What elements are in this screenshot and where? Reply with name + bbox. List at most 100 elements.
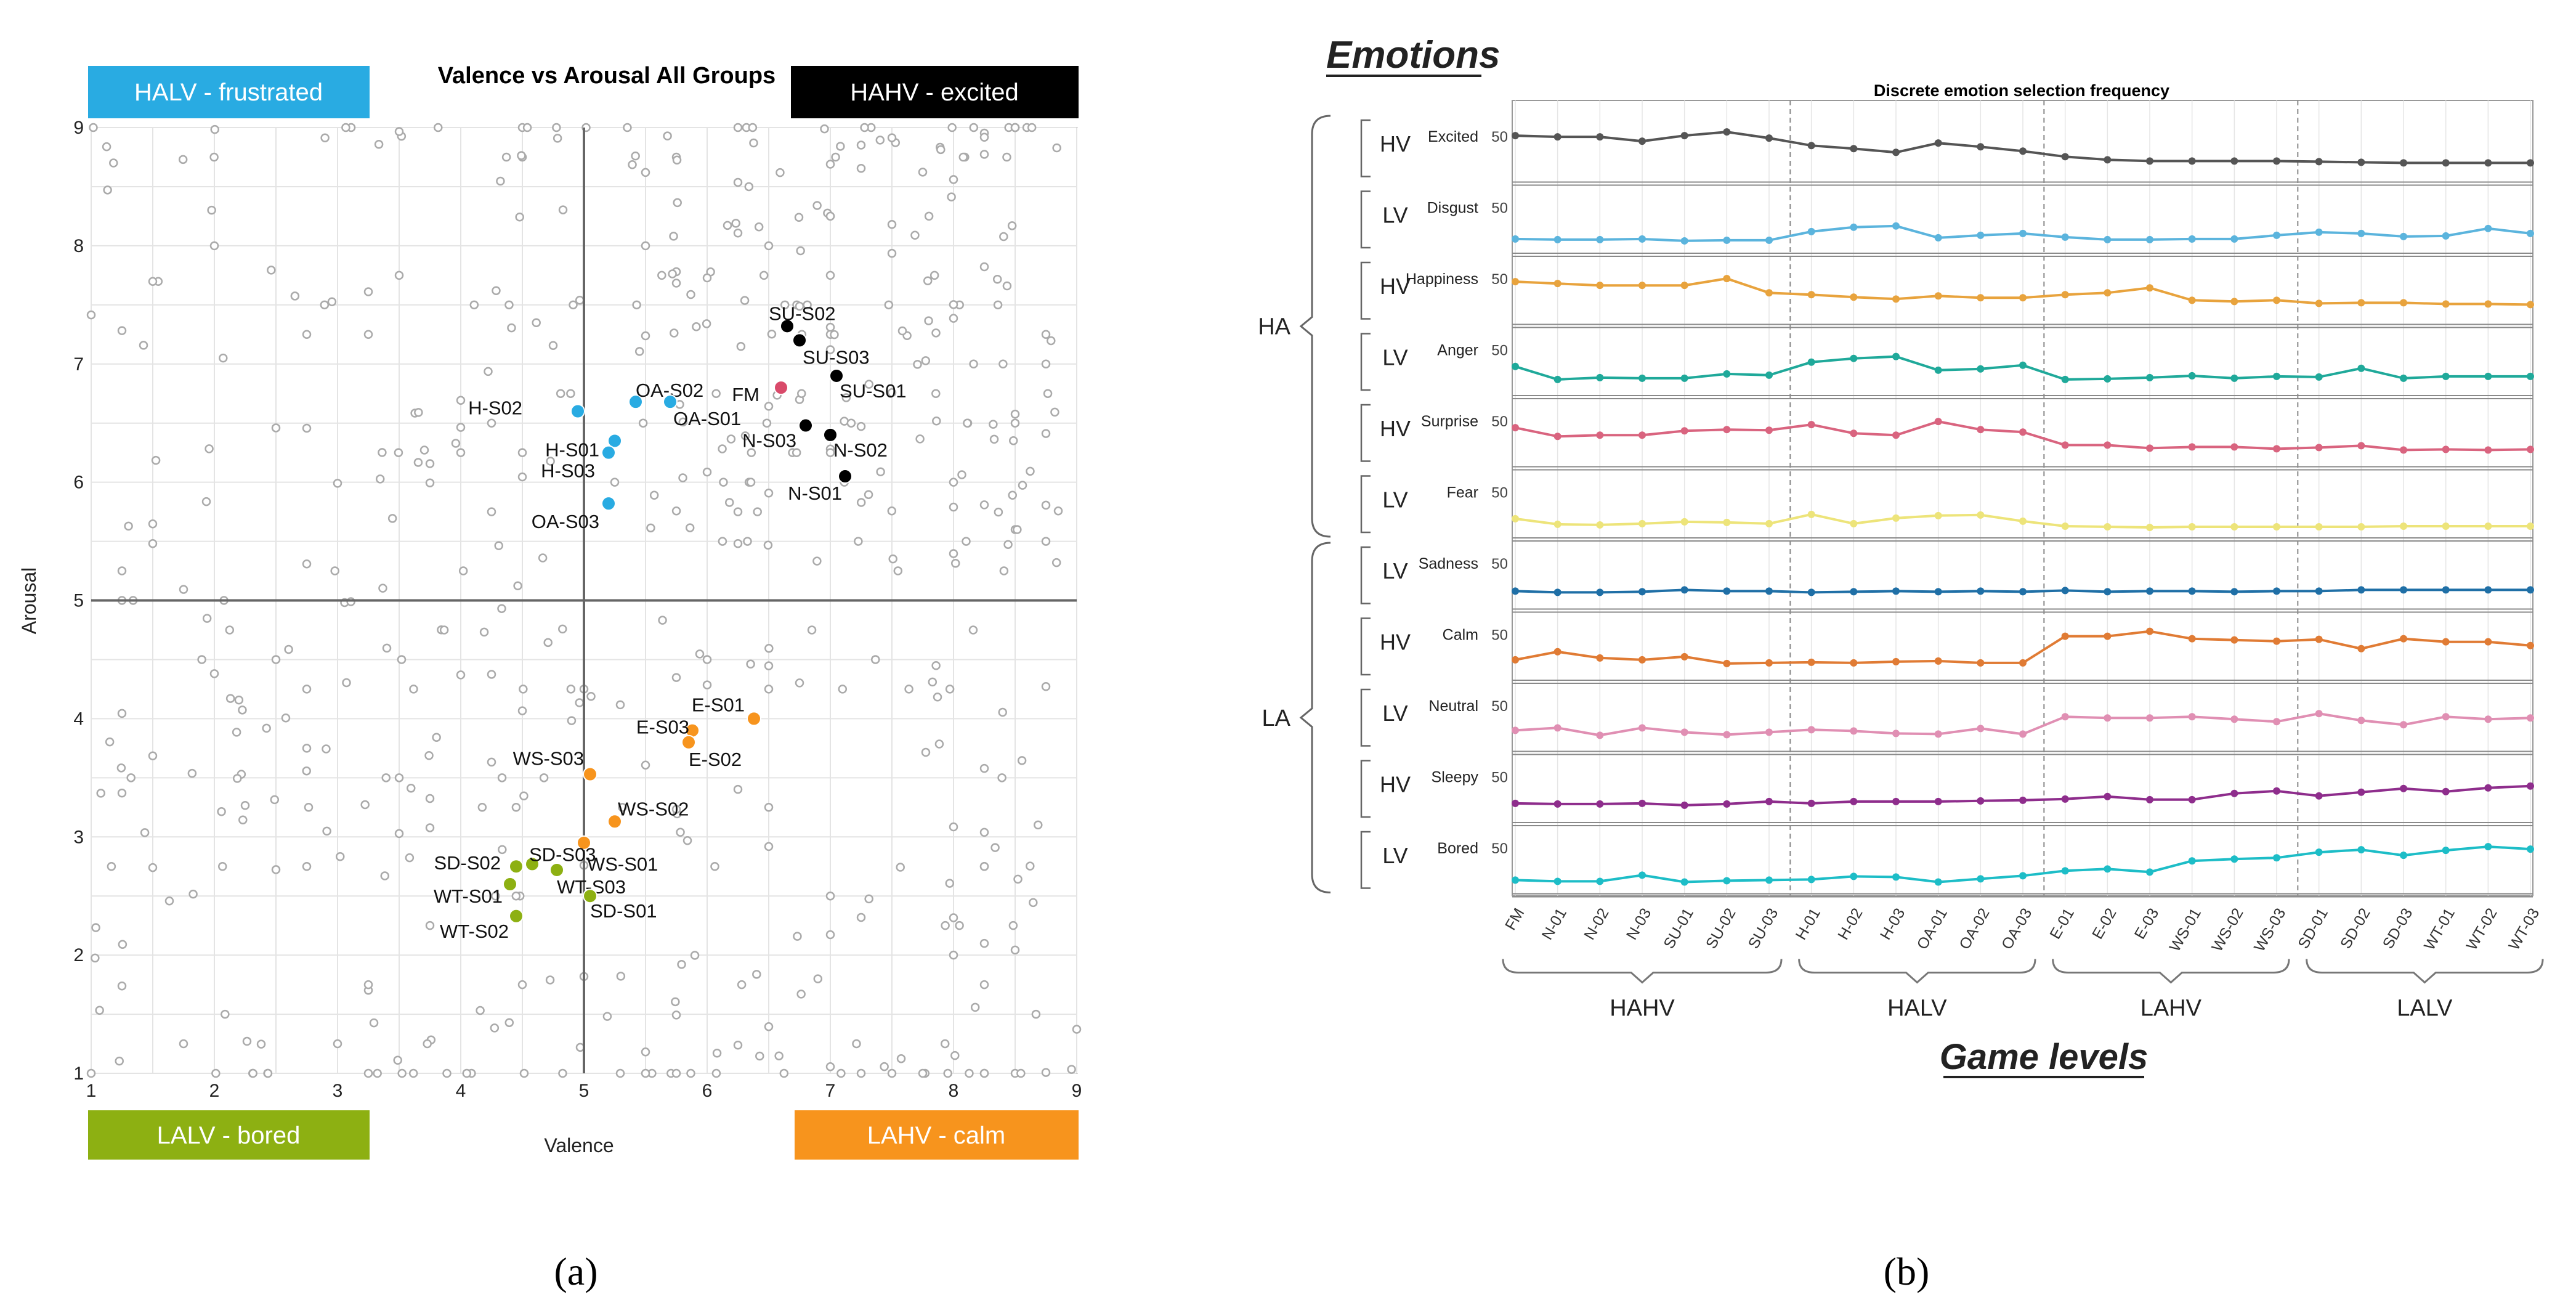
valence-bracket (1360, 404, 1371, 462)
response-marker (686, 290, 695, 299)
response-marker (302, 685, 312, 694)
group-label: HAHV (1610, 996, 1675, 1022)
scatter-point (570, 404, 585, 419)
response-marker (327, 297, 337, 306)
series-point (2442, 787, 2450, 795)
response-marker (209, 241, 219, 251)
response-marker (1002, 152, 1011, 162)
response-marker (102, 142, 111, 152)
x-tick-label: SD-02 (2337, 905, 2374, 951)
response-marker (515, 213, 524, 222)
response-marker (1018, 481, 1027, 490)
response-marker (631, 151, 640, 161)
response-marker (924, 316, 933, 325)
response-marker (558, 624, 567, 634)
scatter-point-label: WS-S02 (618, 798, 689, 819)
response-marker (764, 489, 774, 498)
response-marker (263, 1068, 273, 1078)
series-point (2400, 159, 2407, 167)
series-point (2273, 231, 2280, 239)
series-point (1850, 872, 1858, 880)
series-point (1807, 358, 1815, 366)
arousal-label: LA (1262, 705, 1291, 731)
y-tick-label: 4 (73, 709, 84, 729)
response-marker (618, 803, 627, 812)
response-marker (1041, 1068, 1051, 1077)
response-marker (887, 506, 897, 516)
game-level-axis: FM N-01 N-02 N-03 SU-01 SU-02 SU-03 H-01 H-02 H-0… (1502, 905, 2544, 1022)
response-marker (759, 270, 769, 280)
response-marker (116, 763, 126, 773)
x-tick-label: 4 (456, 1081, 466, 1101)
response-marker (336, 852, 345, 861)
y-tick-label: 1 (73, 1063, 84, 1084)
x-tick-label: FM (1502, 905, 1528, 933)
scatter-point (747, 711, 761, 726)
scatter-point (663, 394, 678, 410)
series-point (2230, 636, 2238, 644)
y-tick-label: 8 (73, 236, 84, 256)
response-marker (767, 329, 777, 339)
response-marker (746, 478, 756, 487)
response-marker (820, 124, 829, 134)
series-point (1553, 520, 1561, 528)
response-marker (841, 393, 851, 402)
series-point (1850, 293, 1858, 301)
response-marker (888, 554, 897, 564)
emotion-label: Sleepy (1432, 769, 1479, 786)
response-marker (210, 124, 219, 134)
response-marker (695, 649, 705, 659)
response-marker (887, 1068, 897, 1078)
response-marker (148, 519, 158, 529)
series-point (1934, 139, 1942, 147)
response-marker (896, 1054, 906, 1063)
x-tick-label: 3 (333, 1081, 343, 1101)
series-point (1680, 374, 1688, 382)
response-marker (270, 795, 280, 805)
response-marker (496, 176, 505, 186)
response-marker (838, 685, 848, 694)
scatter-point (503, 877, 517, 892)
series-point (2442, 586, 2450, 594)
series-point (2230, 157, 2238, 165)
series-point (2061, 795, 2069, 803)
series-point (1977, 875, 1985, 883)
response-marker (764, 685, 774, 694)
response-marker (458, 566, 468, 575)
response-marker (1034, 820, 1043, 830)
response-marker (671, 805, 681, 814)
series-point (1977, 659, 1985, 667)
response-marker (238, 815, 248, 825)
response-marker (546, 457, 555, 466)
response-marker (373, 1068, 382, 1078)
series-point (2146, 235, 2153, 243)
response-marker (744, 182, 754, 192)
response-marker (425, 794, 435, 803)
response-marker (668, 269, 677, 278)
x-tick-label: SU-02 (1703, 905, 1740, 951)
response-marker (487, 418, 496, 428)
series-point (2104, 632, 2112, 640)
series-point (1892, 295, 1900, 303)
response-marker (1002, 281, 1012, 291)
series-point (1765, 134, 1773, 142)
response-marker (378, 448, 387, 457)
series-point (2188, 443, 2196, 451)
response-marker (487, 670, 496, 679)
series-point (1512, 726, 1519, 734)
response-marker (763, 540, 773, 550)
response-marker (86, 1068, 96, 1078)
response-marker (302, 423, 312, 433)
response-marker (363, 330, 373, 339)
response-marker (686, 1068, 695, 1078)
series-point (2061, 291, 2069, 299)
response-marker (795, 301, 804, 311)
response-marker (779, 1068, 789, 1078)
valence-bracket (1360, 688, 1371, 747)
response-marker (807, 625, 817, 635)
response-marker (923, 276, 933, 285)
series-point (2442, 522, 2450, 530)
response-marker (1041, 500, 1051, 510)
response-marker (378, 583, 387, 593)
series-point (1977, 426, 1985, 434)
